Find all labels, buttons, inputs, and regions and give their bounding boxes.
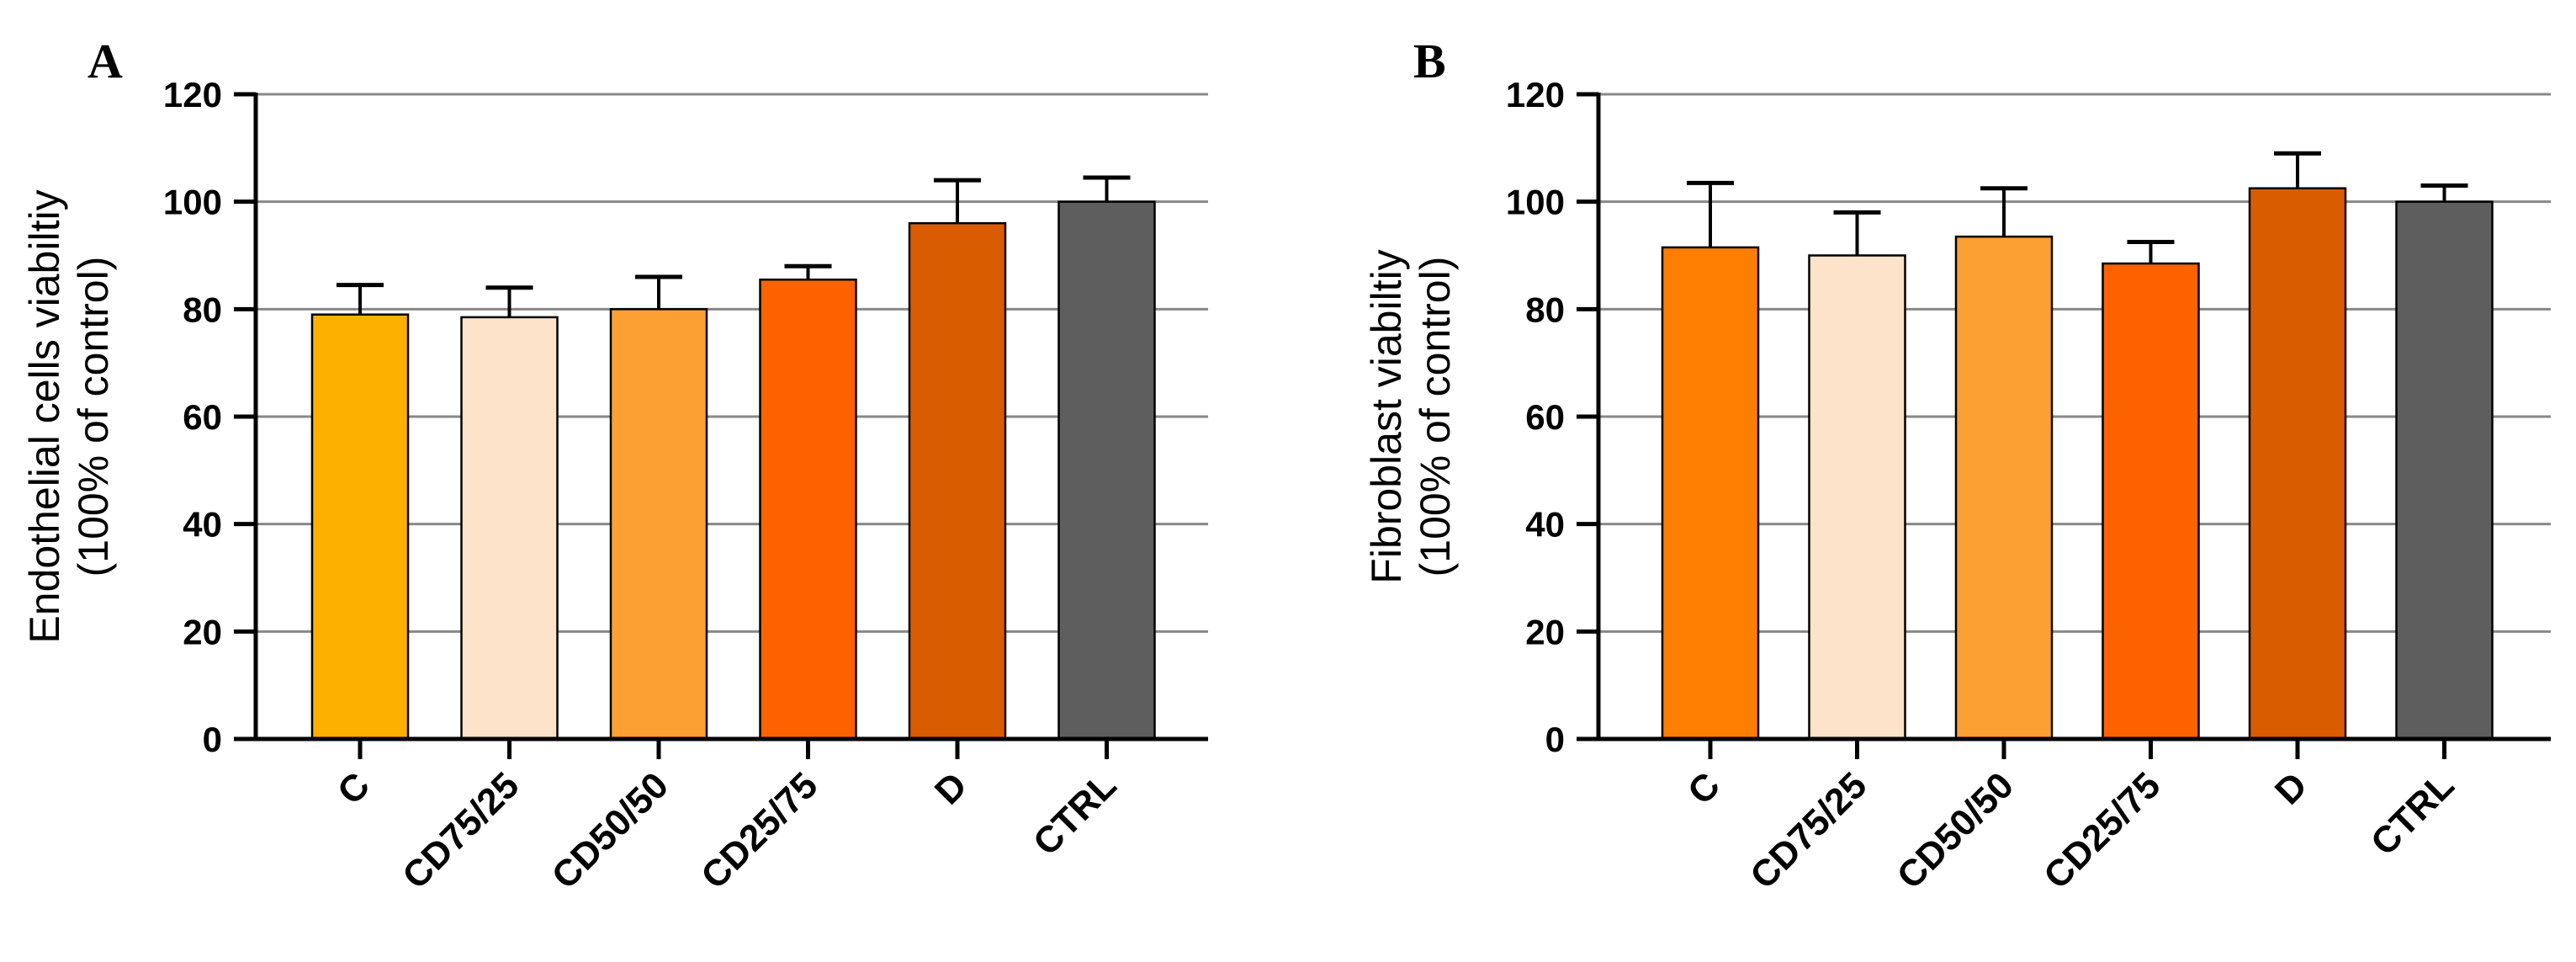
y-axis-title-line: (100% of control) [70,257,117,577]
y-tick-label: 100 [163,183,222,222]
bar-c [1661,246,1760,741]
bar-cd75-25 [1808,254,1906,741]
y-tick-label: 120 [163,75,222,114]
y-axis-title-line: Fibroblast viabiltiy [1363,249,1410,583]
y-tick-label: 0 [203,720,222,759]
y-axis-title-line: (100% of control) [1412,257,1459,577]
x-tick-label: CD50/50 [544,764,676,896]
y-tick-label: 80 [1525,290,1565,329]
bar-ctrl [1057,200,1156,741]
panel-letter: B [1413,34,1446,88]
x-tick-label: C [1680,764,1728,812]
y-tick-label: 100 [1506,183,1565,222]
x-tick-label: CD75/25 [1742,764,1874,896]
bar-c [310,313,410,741]
x-tick-label: D [2267,764,2315,812]
x-tick-label: CD25/75 [693,764,825,896]
y-axis-title-line: Endothelial cells viabiltiy [21,189,68,643]
y-axis-title: Fibroblast viabiltiy(100% of control) [1363,249,1459,583]
panel-b: B 0 20 40 60 80 100 120 C CD75/25 CD50/50 CD25/75 D C… [1363,34,2551,897]
y-tick-label: 120 [1506,75,1565,114]
y-tick-label: 80 [183,290,222,329]
y-tick-label: 40 [1525,505,1565,545]
x-tick-label: CTRL [2363,764,2462,864]
y-tick-label: 40 [183,505,222,545]
bar-d [2248,187,2347,741]
bar-cd50-50 [1954,235,2054,741]
y-tick-label: 20 [183,612,222,651]
bar-cd25-75 [2102,262,2200,741]
y-tick-label: 0 [1545,720,1565,759]
x-tick-label: CD75/25 [395,764,527,896]
panel-letter: A [87,34,123,88]
x-tick-label: CD50/50 [1890,764,2022,896]
x-tick-label: CTRL [1026,764,1125,864]
bar-cd25-75 [759,278,857,741]
x-tick-label: D [927,764,975,812]
y-axis-title: Endothelial cells viabiltiy(100% of cont… [21,189,117,643]
bar-cd75-25 [460,316,559,741]
x-tick-label: CD25/75 [2036,764,2168,896]
bar-cd50-50 [609,308,708,741]
panel-a: A 0 20 40 60 80 100 120 C CD75/25 CD50/50 CD25/75 D C… [21,34,1208,897]
bar-d [908,221,1007,741]
y-tick-label: 60 [183,397,222,437]
bar-ctrl [2395,200,2494,741]
y-tick-label: 20 [1525,612,1565,651]
y-tick-label: 60 [1525,397,1565,437]
x-tick-label: C [330,764,378,812]
